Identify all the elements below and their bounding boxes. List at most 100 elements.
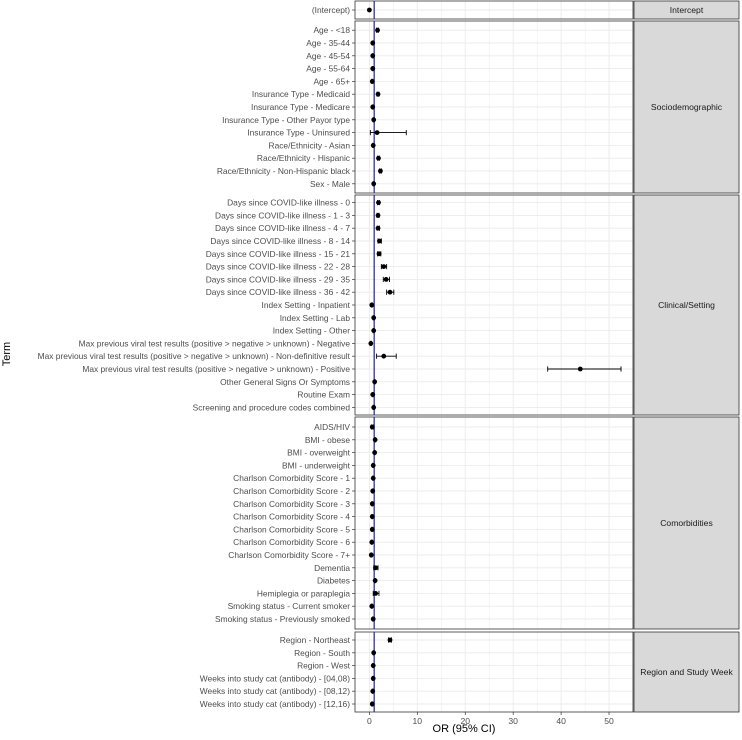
y-tick-label: Max previous viral test results (positiv…	[38, 351, 351, 361]
facet-strip	[633, 20, 740, 194]
y-tick-label: BMI - obese	[305, 435, 350, 445]
x-tick-label: 40	[556, 716, 566, 726]
y-tick-label: Region - South	[294, 648, 350, 658]
facet-panel: (Intercept) Intercept	[312, 0, 740, 20]
facet-panel: Region - Northeast Region - South Region -…	[200, 631, 740, 713]
y-tick-label: Charlson Comorbidity Score - 7+	[228, 550, 350, 560]
data-point	[369, 539, 375, 545]
data-point	[370, 688, 376, 694]
data-point	[366, 7, 372, 13]
panel-border	[354, 416, 634, 630]
y-tick-label: Days since COVID-like illness - 4 - 7	[215, 223, 350, 233]
y-tick-label: Days since COVID-like illness - 29 - 35	[206, 274, 351, 284]
y-tick-label: Days since COVID-like illness - 15 - 21	[206, 249, 351, 259]
data-point	[370, 676, 376, 681]
y-tick-label: Max previous viral test results (positiv…	[79, 338, 351, 348]
x-axis: 0 10 20 30 40 50	[367, 712, 614, 726]
data-point	[371, 328, 377, 333]
y-tick-label: Charlson Comorbidity Score - 3	[233, 499, 350, 509]
y-tick-label: Routine Exam	[297, 390, 350, 400]
data-point	[371, 117, 377, 123]
data-point	[370, 66, 376, 71]
y-tick-label: Index Setting - Other	[273, 326, 350, 336]
data-point	[369, 701, 375, 707]
y-tick-label: Days since COVID-like illness - 0	[227, 198, 350, 208]
y-tick-label: Dementia	[314, 563, 350, 573]
data-point	[369, 302, 375, 308]
y-tick-label: Other General Signs Or Symptoms	[220, 377, 350, 387]
y-tick-label: Weeks into study cat (antibody) - [08,12…	[200, 686, 350, 696]
data-point	[375, 213, 381, 218]
data-point	[371, 650, 377, 656]
facet-strip-label: Region and Study Week	[640, 667, 733, 677]
y-tick-label: Region - Northeast	[280, 635, 351, 645]
y-tick-label: Weeks into study cat (antibody) - [04,08…	[200, 673, 350, 683]
y-tick-label: Insurance Type - Other Payor type	[222, 115, 350, 125]
panel-background	[355, 417, 633, 629]
data-point	[371, 315, 377, 321]
data-point	[381, 353, 387, 359]
data-point	[372, 450, 378, 455]
data-point	[387, 637, 393, 643]
y-tick-label: Age - 55-64	[306, 64, 350, 74]
facet-strip	[633, 631, 740, 713]
x-tick-label: 10	[413, 716, 423, 726]
data-point	[375, 91, 381, 97]
data-point	[373, 591, 379, 596]
y-tick-label: Insurance Type - Medicare	[251, 102, 350, 112]
data-point	[369, 603, 375, 609]
y-tick-label: AIDS/HIV	[314, 422, 350, 432]
data-point	[369, 424, 375, 430]
x-tick-label: 30	[508, 716, 518, 726]
facet-panel: AIDS/HIV BMI - obese BMI - overweight BMI -…	[215, 416, 740, 630]
data-point	[577, 366, 583, 372]
facet-strip	[633, 0, 740, 20]
y-tick-label: Index Setting - Inpatient	[262, 300, 351, 310]
data-point	[374, 130, 380, 136]
y-tick-label: Days since COVID-like illness - 22 - 28	[206, 262, 351, 272]
y-tick-label: Screening and procedure codes combined	[193, 402, 351, 412]
y-tick-label: Index Setting - Lab	[280, 313, 351, 323]
x-tick-label: 0	[367, 716, 372, 726]
data-point	[370, 392, 376, 397]
panel-border	[354, 194, 634, 416]
y-tick-label: Insurance Type - Medicaid	[252, 89, 350, 99]
panel-border	[354, 20, 634, 194]
y-tick-label: Hemiplegia or paraplegia	[257, 588, 350, 598]
y-tick-label: Sex - Male	[310, 179, 350, 189]
data-point	[378, 168, 383, 174]
facet-strip-label: Comorbidities	[660, 518, 713, 528]
data-point	[372, 437, 378, 443]
data-point	[376, 251, 382, 257]
y-tick-label: Weeks into study cat (antibody) - [12,16…	[200, 699, 350, 709]
y-tick-label: Region - West	[297, 661, 351, 671]
data-point	[370, 463, 376, 468]
data-point	[368, 552, 374, 558]
facet-panels: (Intercept) Intercept Age - <18 Age - 35-44…	[38, 0, 740, 713]
y-tick-label: Max previous viral test results (positiv…	[82, 364, 350, 374]
data-point	[371, 181, 377, 187]
y-tick-label: Charlson Comorbidity Score - 4	[233, 512, 350, 522]
data-point	[369, 501, 375, 507]
y-tick-label: Race/Ethnicity - Hispanic	[257, 153, 350, 163]
facet-strip-label: Sociodemographic	[651, 102, 723, 112]
x-axis-title: OR (95% CI)	[433, 723, 496, 735]
facet-strip	[633, 416, 740, 630]
data-point	[370, 143, 376, 148]
panel-border	[354, 0, 634, 20]
y-tick-label: BMI - overweight	[287, 448, 351, 458]
y-tick-label: Charlson Comorbidity Score - 1	[233, 473, 350, 483]
data-point	[369, 79, 375, 84]
y-tick-label: Days since COVID-like illness - 8 - 14	[210, 236, 350, 246]
facet-strip	[633, 194, 740, 416]
y-tick-label: Race/Ethnicity - Asian	[269, 140, 351, 150]
data-point	[375, 27, 380, 33]
data-point	[376, 155, 381, 161]
data-point	[377, 238, 382, 244]
facet-panel: Age - <18 Age - 35-44 Age - 45-54 Age - 55-…	[217, 20, 740, 194]
y-tick-label: Age - <18	[313, 25, 350, 35]
data-point	[372, 578, 378, 583]
y-tick-label: Insurance Type - Uninsured	[247, 128, 350, 138]
x-tick-label: 50	[604, 716, 614, 726]
y-axis-title: Term	[1, 342, 13, 366]
